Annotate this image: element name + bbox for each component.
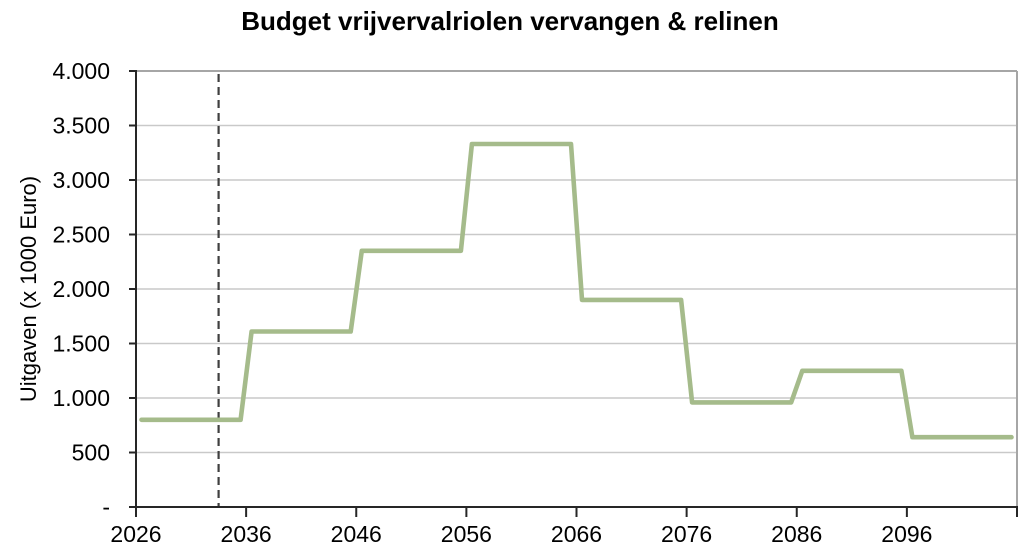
y-tick-label: 500 — [72, 440, 110, 466]
y-tick-label: 1.000 — [52, 385, 110, 411]
y-tick-label: 2.500 — [52, 222, 110, 248]
y-tick-label: 3.500 — [52, 113, 110, 139]
y-tick-label: 1.500 — [52, 331, 110, 357]
x-tick-label: 2066 — [551, 521, 602, 547]
x-tick-label: 2096 — [881, 521, 932, 547]
x-tick-label: 2056 — [441, 521, 492, 547]
x-tick-label: 2086 — [771, 521, 822, 547]
y-tick-label: 2.000 — [52, 276, 110, 302]
x-tick-label: 2026 — [110, 521, 161, 547]
y-tick-label: - — [102, 494, 110, 520]
y-axis-title: Uitgaven (x 1000 Euro) — [16, 175, 41, 403]
x-tick-label: 2036 — [221, 521, 272, 547]
chart-title: Budget vrijvervalriolen vervangen & reli… — [241, 6, 779, 36]
y-tick-label: 3.000 — [52, 167, 110, 193]
x-tick-label: 2076 — [661, 521, 712, 547]
x-tick-label: 2046 — [331, 521, 382, 547]
y-tick-label: 4.000 — [52, 58, 110, 84]
budget-series-line — [139, 141, 1014, 440]
